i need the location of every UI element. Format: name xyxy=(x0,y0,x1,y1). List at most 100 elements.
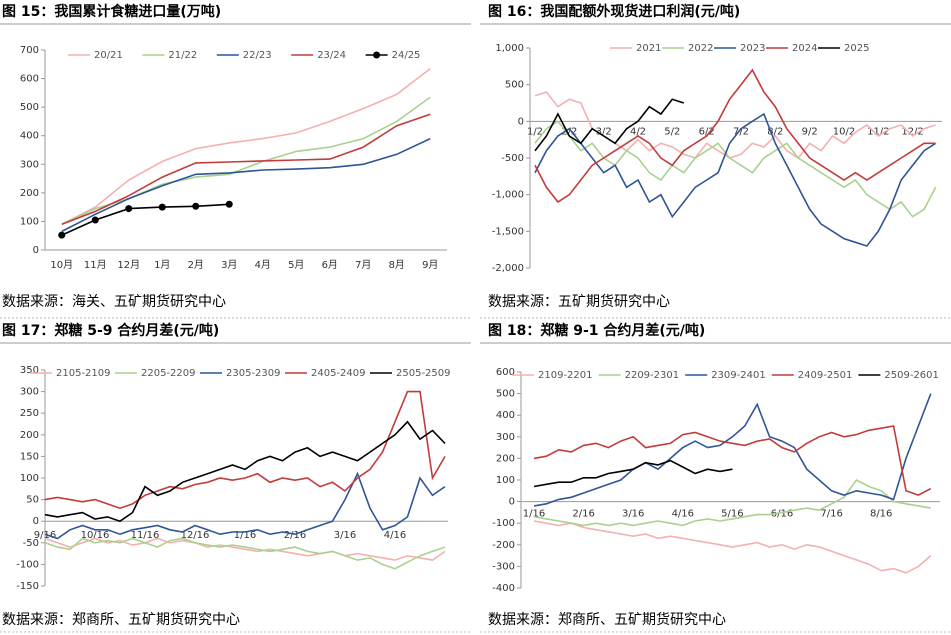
x-tick-label: 12/2 xyxy=(901,126,923,137)
data-point xyxy=(158,203,166,211)
y-tick-label: -200 xyxy=(492,540,515,551)
x-tick-label: 12/16 xyxy=(181,530,210,541)
y-tick-label: 400 xyxy=(496,410,515,421)
y-tick-label: -500 xyxy=(501,153,524,164)
source-note: 数据来源：郑商所、五矿期货研究中心 xyxy=(2,611,240,628)
y-tick-label: -100 xyxy=(492,518,515,529)
legend-label: 2505-2509 xyxy=(396,368,451,379)
data-line xyxy=(44,471,446,540)
x-tick-label: 4/2 xyxy=(630,126,646,137)
x-tick-label: 11月 xyxy=(84,259,107,271)
x-tick-label: 5/2 xyxy=(664,126,680,137)
y-tick-label: 150 xyxy=(20,451,39,462)
data-line xyxy=(61,137,431,233)
x-tick-label: 2/2 xyxy=(561,126,577,137)
x-tick-label: 9月 xyxy=(422,259,438,271)
x-tick-label: 6/2 xyxy=(699,126,715,137)
data-line xyxy=(533,478,931,527)
x-tick-label: 3/16 xyxy=(622,509,644,520)
y-tick-label: 300 xyxy=(496,432,515,443)
legend-label: 2309-2401 xyxy=(711,370,766,381)
data-line xyxy=(44,420,446,523)
x-tick-label: 9/16 xyxy=(34,530,56,541)
y-tick-label: -150 xyxy=(16,581,39,592)
y-tick-label: 50 xyxy=(26,495,39,506)
y-tick-label: 300 xyxy=(20,159,39,170)
legend-label: 2024 xyxy=(792,43,817,54)
x-tick-label: 3/2 xyxy=(596,126,612,137)
data-line xyxy=(534,120,937,218)
legend-label: 2109-2201 xyxy=(538,370,593,381)
y-tick-label: 200 xyxy=(496,453,515,464)
legend-label: 2209-2301 xyxy=(625,370,680,381)
x-tick-label: 3/16 xyxy=(334,530,356,541)
y-tick-label: 600 xyxy=(20,74,39,85)
source-note: 数据来源：五矿期货研究中心 xyxy=(488,293,670,310)
y-tick-label: -300 xyxy=(492,561,515,572)
x-tick-label: 9/2 xyxy=(802,126,818,137)
data-line xyxy=(61,96,431,226)
legend-label: 2509-2601 xyxy=(884,370,939,381)
x-tick-label: 1/2 xyxy=(527,126,543,137)
legend-label: 2409-2501 xyxy=(798,370,853,381)
legend-label: 20/21 xyxy=(94,50,123,61)
x-tick-label: 1月 xyxy=(154,259,170,271)
x-tick-label: 12月 xyxy=(117,259,140,271)
x-tick-label: 10/2 xyxy=(833,126,855,137)
data-line xyxy=(533,520,932,574)
legend-label: 2205-2209 xyxy=(141,368,196,379)
y-tick-label: 200 xyxy=(20,188,39,199)
data-line xyxy=(44,390,446,510)
y-tick-label: -400 xyxy=(492,583,515,594)
chart-title: 图 17：郑糖 5-9 合约月差(元/吨) xyxy=(2,322,219,339)
chart-title: 图 16：我国配额外现货进口利润(元/吨) xyxy=(488,3,740,20)
y-tick-label: -100 xyxy=(16,559,39,570)
x-tick-label: 6月 xyxy=(322,259,338,271)
legend-label: 2023 xyxy=(740,43,765,54)
chart-title: 图 18：郑糖 9-1 合约月差(元/吨) xyxy=(488,322,705,339)
y-tick-label: 500 xyxy=(20,102,39,113)
data-line xyxy=(534,112,937,247)
y-tick-label: 0 xyxy=(509,497,515,508)
legend-label: 21/22 xyxy=(168,50,197,61)
x-tick-label: 4/16 xyxy=(384,530,406,541)
data-line xyxy=(533,393,932,507)
x-tick-label: 5月 xyxy=(288,259,304,271)
x-tick-label: 8/2 xyxy=(767,126,783,137)
x-tick-label: 6/16 xyxy=(771,509,793,520)
source-note: 数据来源：海关、五矿期货研究中心 xyxy=(2,293,226,310)
y-tick-label: 100 xyxy=(496,475,515,486)
data-line xyxy=(533,459,733,488)
x-tick-label: 11/16 xyxy=(131,530,160,541)
y-tick-label: 350 xyxy=(20,365,39,376)
y-tick-label: 400 xyxy=(20,131,39,142)
x-tick-label: 5/16 xyxy=(721,509,743,520)
y-tick-label: 100 xyxy=(20,473,39,484)
y-tick-label: 0 xyxy=(33,245,39,256)
legend-label: 2021 xyxy=(636,43,661,54)
y-tick-label: 250 xyxy=(20,408,39,419)
data-point xyxy=(58,231,66,239)
data-point xyxy=(125,205,133,213)
data-line xyxy=(534,98,685,152)
x-tick-label: 10/16 xyxy=(81,530,110,541)
data-point xyxy=(192,202,200,210)
x-tick-label: 11/2 xyxy=(867,126,889,137)
x-tick-label: 2/16 xyxy=(572,509,594,520)
y-tick-label: 600 xyxy=(496,367,515,378)
x-tick-label: 3月 xyxy=(221,259,237,271)
data-line xyxy=(61,203,230,236)
data-line xyxy=(533,425,932,496)
y-tick-label: 500 xyxy=(505,80,524,91)
legend-marker xyxy=(373,51,381,59)
legend-label: 23/24 xyxy=(317,50,346,61)
data-point xyxy=(225,200,233,208)
x-tick-label: 4/16 xyxy=(672,509,694,520)
y-tick-label: -1,500 xyxy=(492,226,524,237)
x-tick-label: 2/16 xyxy=(284,530,306,541)
y-tick-label: -50 xyxy=(23,538,39,549)
x-tick-label: 4月 xyxy=(255,259,271,271)
y-tick-label: 500 xyxy=(496,389,515,400)
x-tick-label: 8/16 xyxy=(870,509,892,520)
